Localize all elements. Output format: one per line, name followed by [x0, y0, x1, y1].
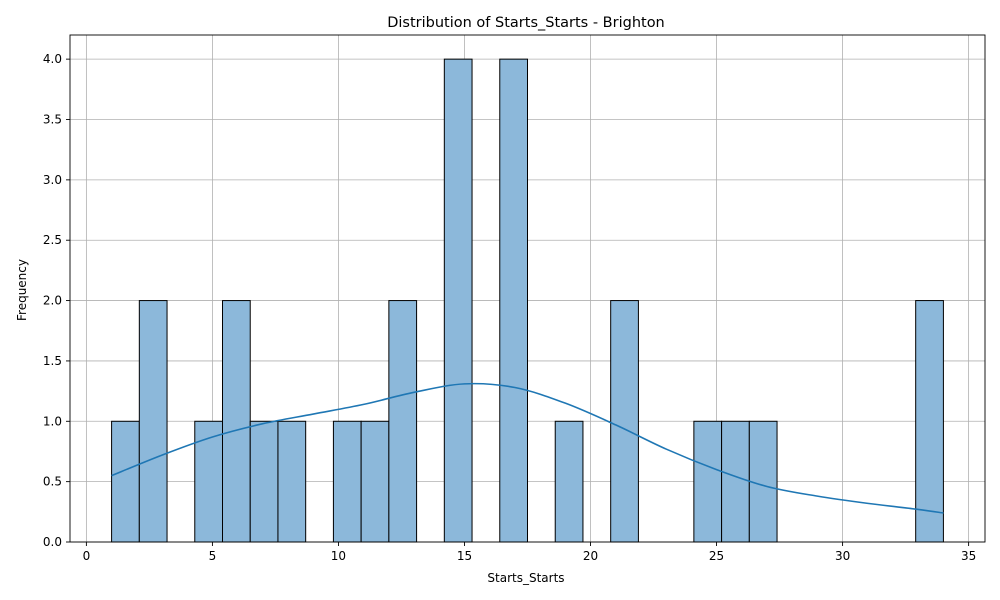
histogram-bar: [222, 300, 251, 543]
x-axis-label: Starts_Starts: [487, 571, 564, 585]
histogram-bar: [721, 420, 750, 543]
y-tick-label: 4.0: [43, 52, 62, 66]
y-tick-label: 3.0: [43, 173, 62, 187]
plot-frame: [69, 34, 986, 543]
histogram-bar: [443, 58, 473, 543]
x-tick-label: 25: [709, 549, 724, 563]
y-axis-ticks: 0.0 0.5 1.0 1.5 2.0 2.5 3.0 3.5 4.0: [43, 52, 70, 549]
x-tick-label: 35: [961, 549, 976, 563]
y-axis-label: Frequency: [15, 259, 29, 321]
y-tick-label: 2.0: [43, 294, 62, 308]
y-tick-label: 1.5: [43, 354, 62, 368]
x-tick-label: 10: [331, 549, 346, 563]
bars: [111, 58, 944, 543]
x-tick-label: 15: [457, 549, 472, 563]
x-tick-label: 5: [209, 549, 217, 563]
y-tick-label: 3.5: [43, 113, 62, 127]
x-tick-label: 20: [583, 549, 598, 563]
y-tick-label: 0.0: [43, 535, 62, 549]
histogram-bar: [693, 420, 723, 543]
y-tick-label: 0.5: [43, 475, 62, 489]
histogram-bar: [194, 420, 223, 543]
histogram-bar: [138, 300, 168, 543]
x-tick-label: 0: [83, 549, 91, 563]
histogram-bar: [748, 420, 778, 543]
histogram-bar: [554, 420, 584, 543]
histogram-bar: [915, 300, 944, 543]
histogram-bar: [388, 300, 418, 543]
histogram-bar: [610, 300, 639, 543]
y-tick-label: 1.0: [43, 414, 62, 428]
histogram-bar: [499, 58, 529, 543]
x-tick-label: 30: [835, 549, 850, 563]
histogram-bar: [360, 420, 390, 543]
histogram-bar: [332, 420, 362, 543]
x-axis-ticks: 0 5 10 15 20 25 30 35: [83, 542, 976, 563]
y-tick-label: 2.5: [43, 233, 62, 247]
histogram-bar: [249, 420, 279, 543]
histogram-bar: [111, 420, 140, 543]
kde-line: [111, 382, 944, 514]
histogram-bar: [277, 420, 307, 543]
chart-title: Distribution of Starts_Starts - Brighton: [387, 15, 665, 31]
